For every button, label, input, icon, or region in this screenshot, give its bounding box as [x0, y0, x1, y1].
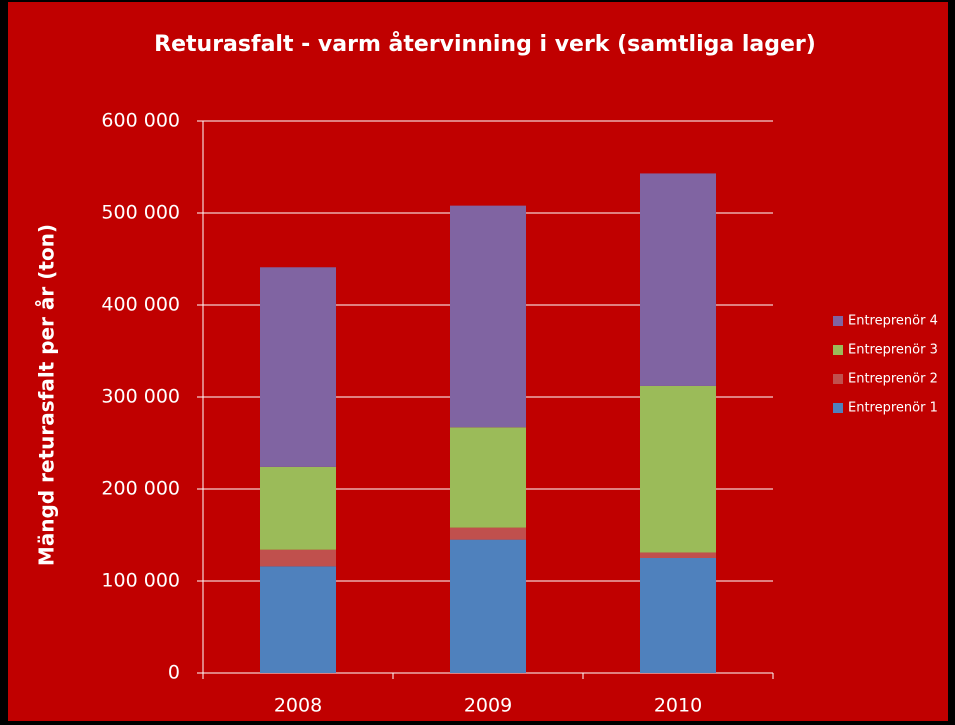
x-tick-label: 2009	[464, 695, 512, 717]
bar-segment	[450, 427, 526, 528]
y-tick-label: 100 000	[101, 570, 180, 592]
legend-label: Entreprenör 3	[848, 343, 938, 358]
x-tick-label: 2010	[654, 695, 702, 717]
bar-segment	[640, 173, 716, 386]
bar-segment	[260, 466, 336, 550]
y-tick-label: 500 000	[101, 202, 180, 224]
bar-segment	[640, 385, 716, 553]
bar-segment	[450, 205, 526, 428]
legend-label: Entreprenör 2	[848, 372, 938, 387]
bar-segment	[260, 267, 336, 467]
bar-segment	[640, 558, 716, 673]
bar-segment	[260, 549, 336, 567]
y-tick-label: 200 000	[101, 478, 180, 500]
bar-segment	[260, 566, 336, 673]
y-tick-label: 400 000	[101, 294, 180, 316]
legend-swatch	[833, 316, 843, 326]
y-tick-label: 600 000	[101, 110, 180, 132]
chart-title: Returasfalt - varm återvinning i verk (s…	[154, 31, 816, 57]
x-tick-label: 2008	[274, 695, 322, 717]
y-tick-label: 0	[168, 662, 180, 684]
y-tick-label: 300 000	[101, 386, 180, 408]
y-axis-label: Mängd returasfalt per år (ton)	[35, 224, 59, 566]
bar-segment	[450, 527, 526, 540]
legend-swatch	[833, 374, 843, 384]
legend-swatch	[833, 403, 843, 413]
legend-swatch	[833, 345, 843, 355]
legend-label: Entreprenör 1	[848, 401, 938, 416]
bar-segment	[640, 552, 716, 558]
bar-segment	[450, 539, 526, 673]
legend-label: Entreprenör 4	[848, 314, 938, 329]
